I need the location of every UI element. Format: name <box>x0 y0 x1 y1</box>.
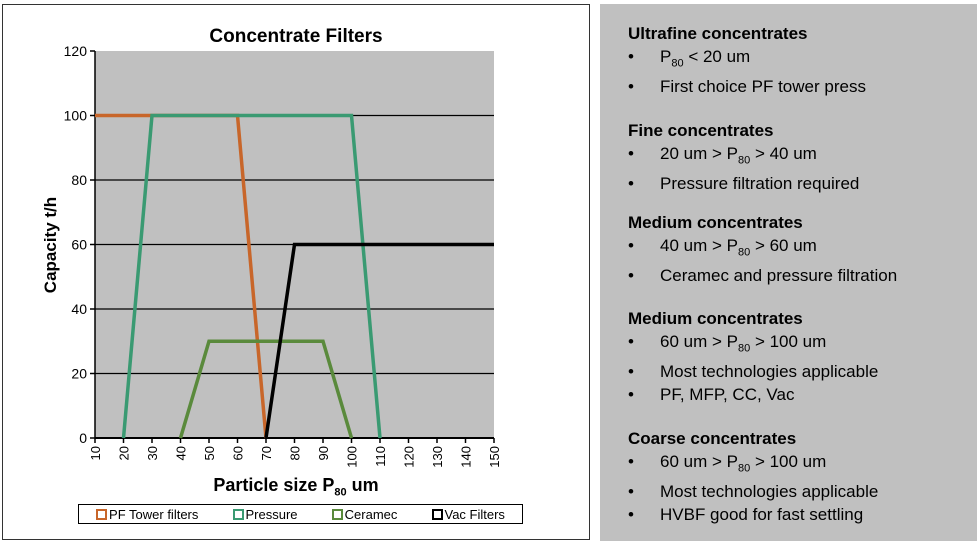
bullet-item: • 20 um > P80 > 40 um <box>628 142 859 172</box>
chart-title: Concentrate Filters <box>209 26 383 47</box>
bullet-text: Ceramec and pressure filtration <box>660 266 898 286</box>
legend-label: Ceramec <box>344 506 398 522</box>
section-title: Coarse concentrates <box>628 429 797 448</box>
y-tick-label: 120 <box>64 43 88 59</box>
x-tick-label: 100 <box>345 446 360 468</box>
x-axis-label: Particle size P80 um <box>213 475 379 499</box>
y-tick-label: 80 <box>71 172 87 188</box>
bullet-text: 40 um > P80 > 60 um <box>660 236 817 259</box>
bullet-item: • First choice PF tower press <box>628 75 866 98</box>
panel-section: Medium concentrates • 60 um > P80 > 100 um… <box>628 307 878 406</box>
x-tick-label: 130 <box>430 446 445 468</box>
legend-label: Vac Filters <box>444 506 505 522</box>
y-tick-label: 60 <box>71 237 87 253</box>
bullet-text: Pressure filtration required <box>660 174 860 194</box>
section-title: Ultrafine concentrates <box>628 24 808 43</box>
panel-section: Ultrafine concentrates • P80 < 20 um • First… <box>628 22 866 98</box>
x-tick-label: 80 <box>288 446 303 460</box>
bullet-item: • 60 um > P80 > 100 um <box>628 450 878 480</box>
x-tick-label: 90 <box>316 446 331 460</box>
x-tick-label: 40 <box>174 446 189 460</box>
legend-swatch-icon <box>96 508 108 520</box>
x-tick-label: 110 <box>373 446 388 467</box>
bullet-icon: • <box>628 362 634 382</box>
bullet-text: 20 um > P80 > 40 um <box>660 144 817 167</box>
bullet-icon: • <box>628 385 634 405</box>
legend-label: Pressure <box>245 506 298 522</box>
bullet-text: 60 um > P80 > 100 um <box>660 332 827 355</box>
bullet-item: • Most technologies applicable <box>628 360 878 383</box>
legend-swatch-icon <box>331 508 343 520</box>
bullet-text: HVBF good for fast settling <box>660 505 864 525</box>
info-panel: Ultrafine concentrates • P80 < 20 um • First… <box>600 4 977 541</box>
bullet-item: • Ceramec and pressure filtration <box>628 264 897 287</box>
chart-container: Concentrate Filters 0 20 40 60 80 100 120 10 20 3… <box>2 4 590 540</box>
bullet-icon: • <box>628 236 634 255</box>
bullet-text: 60 um > P80 > 100 um <box>660 452 827 475</box>
bullet-item: • PF, MFP, CC, Vac <box>628 383 878 406</box>
bullet-item: • HVBF good for fast settling <box>628 503 878 526</box>
bullet-text: P80 < 20 um <box>660 47 751 70</box>
x-tick-label: 30 <box>145 446 160 460</box>
x-tick-label: 150 <box>487 446 502 468</box>
bullet-icon: • <box>628 266 634 286</box>
bullet-icon: • <box>628 482 634 502</box>
section-title: Fine concentrates <box>628 121 774 140</box>
panel-section: Medium concentrates • 40 um > P80 > 60 um •… <box>628 211 897 287</box>
x-tick-label: 70 <box>259 446 274 460</box>
bullet-icon: • <box>628 505 634 525</box>
bullet-text: Most technologies applicable <box>660 482 879 502</box>
panel-section: Fine concentrates • 20 um > P80 > 40 um • Pr… <box>628 119 859 195</box>
legend-item: PF Tower filters <box>96 507 198 522</box>
bullet-icon: • <box>628 77 634 97</box>
legend-swatch-icon <box>431 508 443 520</box>
bullet-icon: • <box>628 174 634 194</box>
x-tick-label: 140 <box>459 446 474 468</box>
legend-swatch-icon <box>232 508 244 520</box>
series-line-vac-filters <box>264 242 494 439</box>
y-tick-label: 40 <box>71 301 87 317</box>
bullet-text: First choice PF tower press <box>660 77 866 97</box>
series-line-ceramec <box>178 339 354 439</box>
y-tick-label: 0 <box>79 430 87 446</box>
bullet-text: PF, MFP, CC, Vac <box>660 385 795 405</box>
bullet-item: • P80 < 20 um <box>628 45 866 75</box>
legend-item: Pressure <box>232 506 298 522</box>
bullet-icon: • <box>628 452 634 471</box>
x-tick-label: 50 <box>202 446 217 460</box>
plot-area: 0 20 40 60 80 100 120 10 20 30 40 50 60 70 80 90 100 110 1… <box>64 43 502 468</box>
series-line-pressure <box>121 113 382 439</box>
legend-item: Vac Filters <box>431 506 505 522</box>
bullet-icon: • <box>628 332 634 351</box>
panel-section: Coarse concentrates • 60 um > P80 > 100 um… <box>628 427 878 526</box>
y-tick-label: 20 <box>71 366 87 382</box>
y-axis-label: Capacity t/h <box>41 196 60 294</box>
section-title: Medium concentrates <box>628 213 803 232</box>
x-tick-label: 60 <box>231 446 246 460</box>
legend-label: PF Tower filters <box>109 506 199 522</box>
bullet-icon: • <box>628 144 634 163</box>
bullet-icon: • <box>628 47 634 66</box>
bullet-item: • 60 um > P80 > 100 um <box>628 330 878 360</box>
x-tick-label: 120 <box>402 446 417 468</box>
legend-item: Ceramec <box>331 506 398 522</box>
bullet-item: • Pressure filtration required <box>628 172 859 195</box>
chart-legend: PF Tower filters Pressure Ceramec Vac Filte… <box>78 504 523 524</box>
bullet-text: Most technologies applicable <box>660 362 879 382</box>
x-tick-label: 10 <box>88 446 103 460</box>
bullet-item: • Most technologies applicable <box>628 480 878 503</box>
y-tick-label: 100 <box>64 108 88 124</box>
section-title: Medium concentrates <box>628 309 803 328</box>
x-tick-label: 20 <box>117 446 132 460</box>
bullet-item: • 40 um > P80 > 60 um <box>628 234 897 264</box>
